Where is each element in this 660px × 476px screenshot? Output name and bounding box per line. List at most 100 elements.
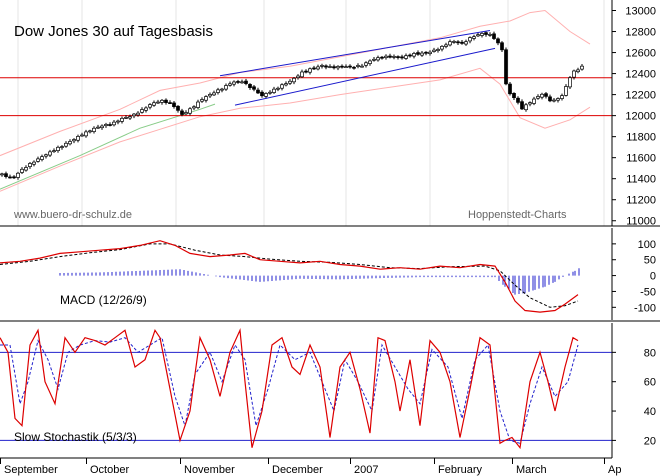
candle-body <box>544 93 548 97</box>
candle-body <box>24 167 28 171</box>
candle-body <box>536 96 540 99</box>
candle-body <box>428 51 432 54</box>
candle-body <box>356 65 360 67</box>
candle-body <box>28 163 32 167</box>
candle-body <box>276 87 280 90</box>
candle-body <box>72 139 76 142</box>
candle-body <box>304 70 308 73</box>
stochastic-y-tick-label: 60 <box>644 377 656 389</box>
candle-body <box>236 81 240 83</box>
candle-body <box>200 99 204 102</box>
candle-body <box>364 62 368 66</box>
candle-body <box>528 102 532 105</box>
candle-body <box>268 91 272 94</box>
candle-body <box>500 42 504 51</box>
candle-body <box>548 96 552 102</box>
candle-body <box>296 75 300 78</box>
candle-body <box>392 56 396 58</box>
macd-line <box>0 240 579 313</box>
candle-body <box>384 55 388 59</box>
candle-body <box>284 83 288 86</box>
candle-body <box>420 52 424 56</box>
candle-body <box>556 98 560 101</box>
candle-body <box>476 34 480 37</box>
candle-body <box>404 55 408 59</box>
macd-label: MACD (12/26/9) <box>60 293 147 307</box>
candle-body <box>328 66 332 68</box>
price-y-tick-label: 12200 <box>625 90 656 102</box>
candle-body <box>120 117 124 122</box>
candle-body <box>112 121 116 126</box>
candle-body <box>360 65 364 68</box>
candle-body <box>60 146 64 148</box>
candle-body <box>516 97 520 103</box>
candle-body <box>316 66 320 70</box>
candle-body <box>76 136 80 141</box>
bollinger-lower-band <box>0 67 591 192</box>
candle-body <box>520 101 524 110</box>
candle-body <box>452 41 456 43</box>
stochastic-y-tick-label: 20 <box>644 435 656 447</box>
candle-body <box>244 80 248 84</box>
candle-body <box>100 125 104 129</box>
macd-y-tick-label: -100 <box>634 302 656 314</box>
candle-body <box>540 93 544 98</box>
candle-body <box>464 41 468 45</box>
candle-body <box>92 127 96 132</box>
candle-body <box>512 92 516 99</box>
source-watermark-left: www.buero-dr-schulz.de <box>13 209 132 221</box>
candle-body <box>12 176 16 179</box>
candle-body <box>488 33 492 36</box>
candle-body <box>20 168 24 173</box>
x-tick-label: November <box>184 464 235 476</box>
moving-average-line <box>0 103 216 190</box>
x-tick-label: September <box>4 464 58 476</box>
candle-body <box>104 123 108 127</box>
stochastic-y-tick-label: 80 <box>644 347 656 359</box>
price-y-tick-label: 12400 <box>625 69 656 81</box>
candle-body <box>196 101 200 108</box>
candle-body <box>32 161 36 165</box>
x-tick-label: Ap <box>608 464 621 476</box>
x-tick-label: February <box>438 464 483 476</box>
candle-body <box>232 81 236 85</box>
price-y-tick-label: 12600 <box>625 48 656 60</box>
bollinger-upper-band <box>0 9 591 157</box>
candle-body <box>572 70 576 78</box>
candle-body <box>340 65 344 68</box>
candle-body <box>220 88 224 91</box>
candle-body <box>576 69 580 73</box>
candle-body <box>504 49 508 85</box>
candle-body <box>532 98 536 104</box>
source-watermark-right: Hoppenstedt-Charts <box>468 209 567 221</box>
candle-body <box>252 86 256 90</box>
candle-body <box>228 83 232 86</box>
x-tick-label: March <box>516 464 547 476</box>
stochastic-label: Slow Stochastik (5/3/3) <box>14 430 137 444</box>
candle-body <box>132 113 136 117</box>
price-y-tick-label: 11400 <box>626 174 656 186</box>
price-y-tick-label: 11800 <box>626 132 656 144</box>
candle-body <box>16 172 20 178</box>
candle-body <box>580 65 584 70</box>
candle-body <box>128 116 132 119</box>
candle-body <box>416 52 420 55</box>
candle-body <box>552 99 556 102</box>
candle-body <box>148 104 152 108</box>
candle-body <box>376 57 380 61</box>
candle-body <box>388 55 392 58</box>
price-y-tick-label: 12800 <box>625 27 656 39</box>
candle-body <box>344 66 348 69</box>
candle-body <box>156 101 160 104</box>
macd-y-tick-label: 0 <box>650 271 656 283</box>
candle-body <box>84 131 88 137</box>
candle-body <box>64 142 68 147</box>
candle-body <box>264 93 268 97</box>
candle-body <box>568 77 572 88</box>
chart-title: Dow Jones 30 auf Tagesbasis <box>14 23 213 40</box>
candle-body <box>188 108 192 114</box>
macd-y-tick-label: 50 <box>644 255 656 267</box>
candle-body <box>348 65 352 68</box>
candle-body <box>496 38 500 44</box>
